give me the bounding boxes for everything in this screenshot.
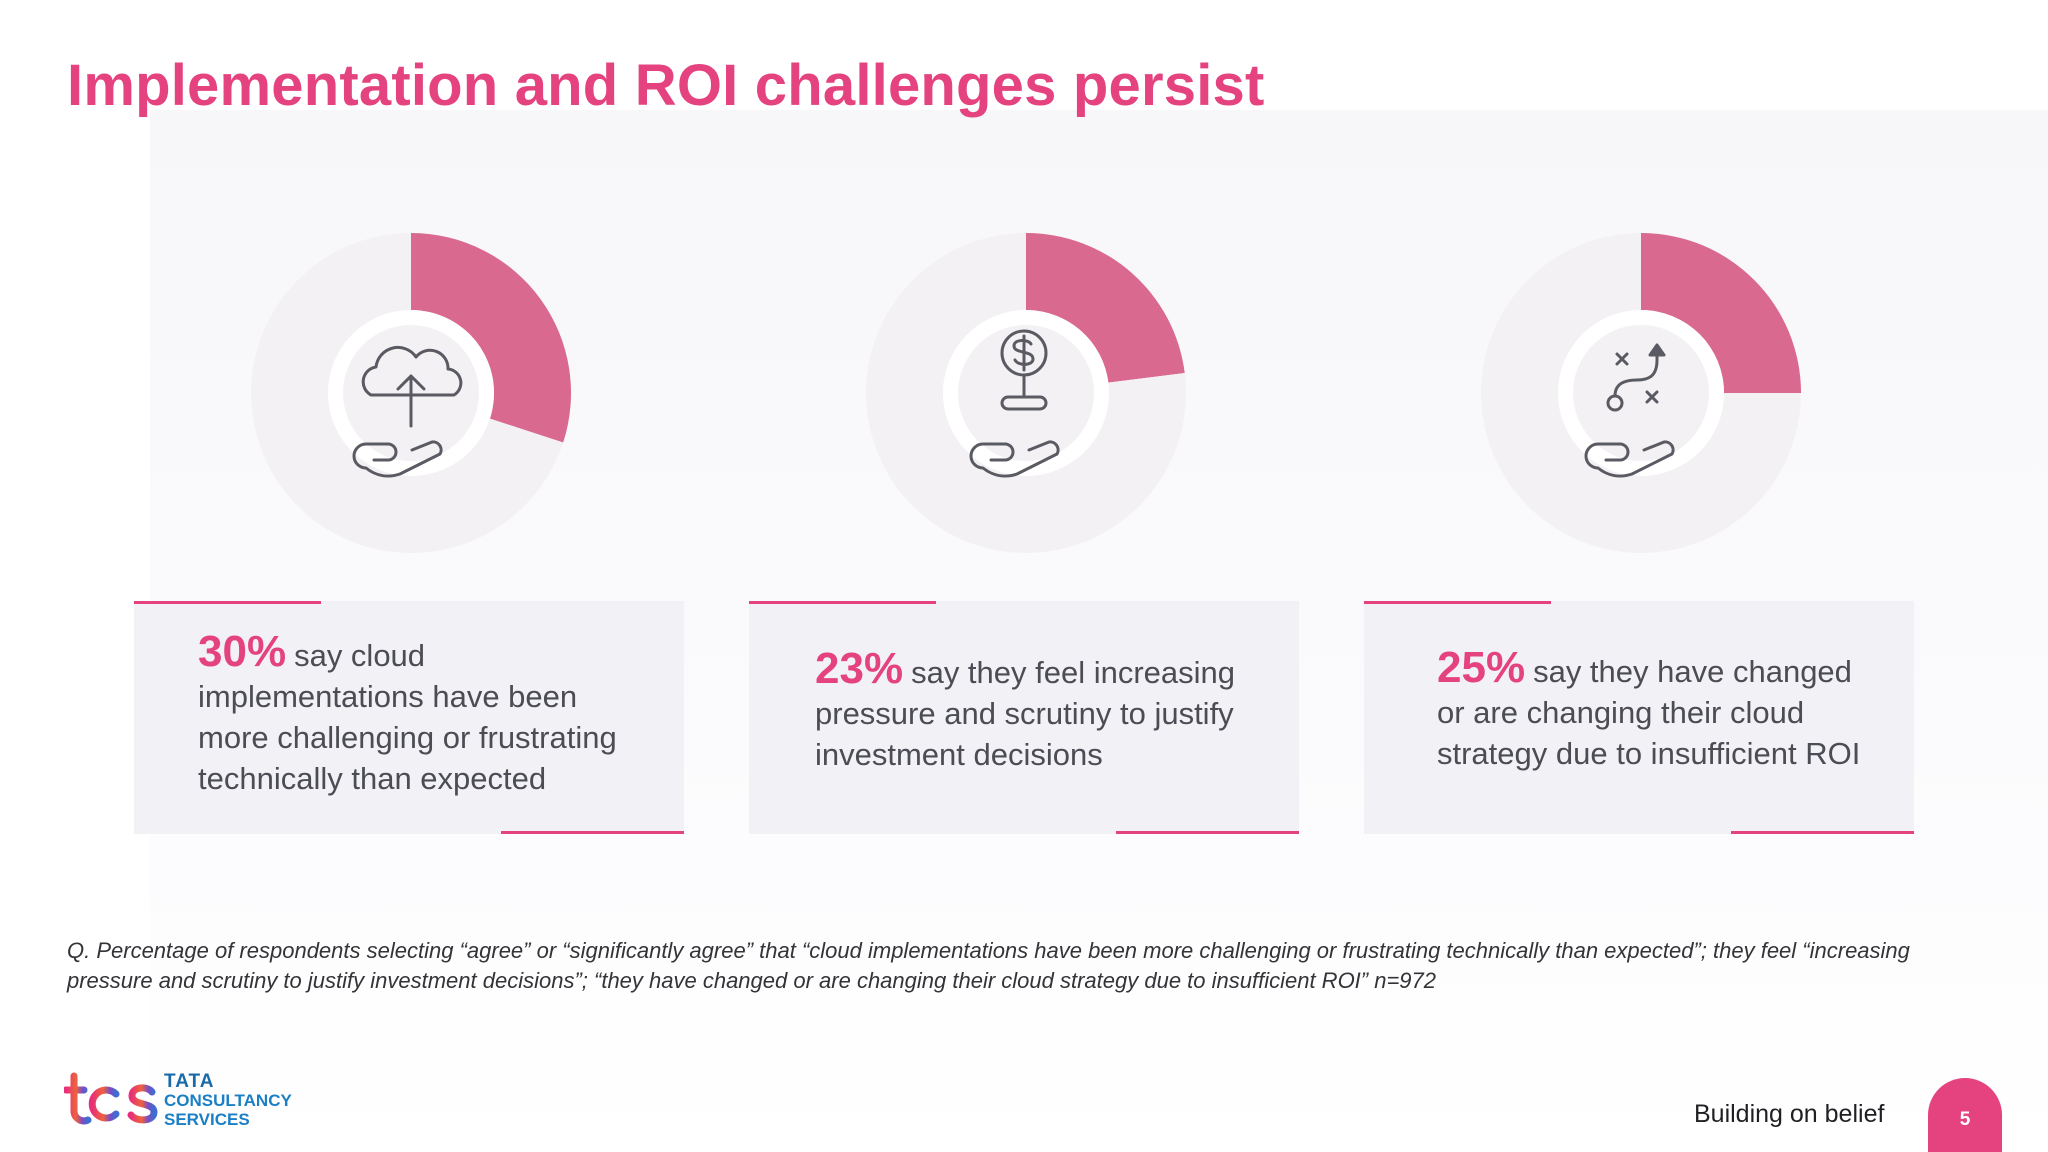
- strategy-path-hand-icon: [1584, 343, 1675, 478]
- card-accent-top: [1364, 601, 1551, 604]
- dollar-coin-hand-icon: [969, 329, 1060, 478]
- stat-percent-1: 30%: [198, 627, 287, 676]
- stat-text-2: 23% say they feel increasing pressure and…: [815, 647, 1259, 775]
- stat-percent-3: 25%: [1437, 643, 1526, 692]
- donut-slice-highlight: [1641, 233, 1801, 393]
- donut-slice-highlight: [411, 233, 571, 443]
- donut-svg-3: [1481, 233, 1801, 553]
- page-number: 5: [1928, 1078, 2002, 1152]
- cloud-upload-hand-icon: [352, 346, 463, 478]
- donut-chart-2: [861, 228, 1191, 558]
- logo-line-3: SERVICES: [164, 1110, 250, 1129]
- donut-center: [1573, 325, 1709, 461]
- donut-center: [958, 325, 1094, 461]
- card-accent-top: [749, 601, 936, 604]
- donut-chart-3: [1476, 228, 1806, 558]
- logo-line-1: TATA: [164, 1071, 215, 1092]
- tcs-logo: TATA CONSULTANCY SERVICES: [64, 1066, 304, 1136]
- stat-percent-2: 23%: [815, 644, 904, 693]
- page-title: Implementation and ROI challenges persis…: [67, 53, 1265, 118]
- donut-svg-1: [250, 233, 571, 553]
- donut-slice-rest: [866, 233, 1186, 553]
- stat-description-1: say cloud implementations have been more…: [198, 638, 617, 796]
- tcs-logo-mark: [64, 1072, 158, 1125]
- donut-slice-rest: [250, 233, 564, 553]
- donut-svg-2: [866, 233, 1186, 553]
- stat-description-3: say they have changed or are changing th…: [1437, 654, 1861, 771]
- stat-card-1: 30% say cloud implementations have been m…: [134, 601, 684, 834]
- logo-line-2: CONSULTANCY: [164, 1091, 292, 1110]
- tcs-logo-text: TATA CONSULTANCY SERVICES: [164, 1072, 292, 1129]
- donut-chart-1: [246, 228, 576, 558]
- card-accent-bottom: [1116, 831, 1299, 834]
- stat-text-3: 25% say they have changed or are changing…: [1437, 646, 1884, 774]
- stat-description-2: say they feel increasing pressure and sc…: [815, 655, 1236, 772]
- card-accent-top: [134, 601, 321, 604]
- donut-slice-rest: [1481, 233, 1801, 553]
- card-accent-bottom: [1731, 831, 1914, 834]
- stat-card-3: 25% say they have changed or are changing…: [1364, 601, 1914, 834]
- card-accent-bottom: [501, 831, 684, 834]
- stat-card-2: 23% say they feel increasing pressure and…: [749, 601, 1299, 834]
- donut-slice-highlight: [1026, 233, 1185, 383]
- footnote: Q. Percentage of respondents selecting “…: [67, 938, 1910, 993]
- stat-text-1: 30% say cloud implementations have been m…: [198, 630, 644, 799]
- tagline: Building on belief: [1694, 1100, 1885, 1128]
